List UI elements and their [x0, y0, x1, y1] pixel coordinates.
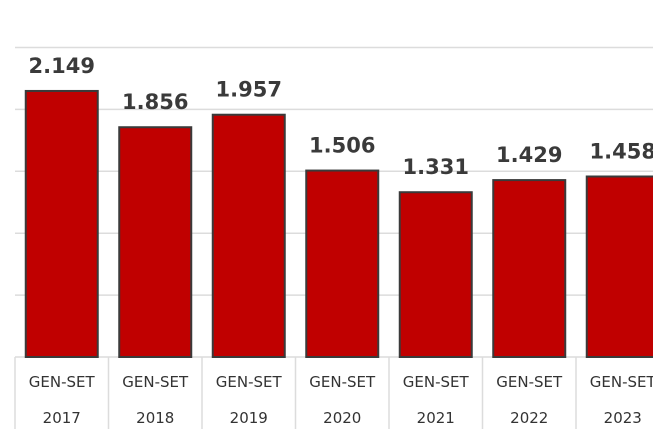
x-tick-label: GEN-SET 2021	[402, 373, 469, 427]
x-tick-label: GEN-SET 2023	[589, 373, 653, 427]
x-tick-label: GEN-SET 2020	[309, 373, 376, 427]
bar	[585, 175, 653, 358]
x-tick-label: GEN-SET 2019	[215, 373, 282, 427]
value-label: 1.957	[216, 78, 282, 102]
x-tick-label: GEN-SET 2017	[28, 373, 95, 427]
value-label: 1.506	[309, 134, 375, 158]
bar	[398, 191, 473, 358]
bar	[118, 126, 193, 358]
value-label: 1.458	[590, 139, 653, 163]
value-label: 2.149	[29, 54, 95, 78]
bar	[305, 169, 380, 358]
value-label: 1.856	[122, 90, 188, 114]
x-tick-label: GEN-SET 2018	[122, 373, 189, 427]
bar	[492, 179, 567, 358]
bar	[24, 89, 99, 358]
value-label: 1.429	[496, 143, 562, 167]
value-label: 1.331	[403, 155, 469, 179]
x-tick-label: GEN-SET 2022	[496, 373, 563, 427]
bar	[211, 113, 286, 358]
